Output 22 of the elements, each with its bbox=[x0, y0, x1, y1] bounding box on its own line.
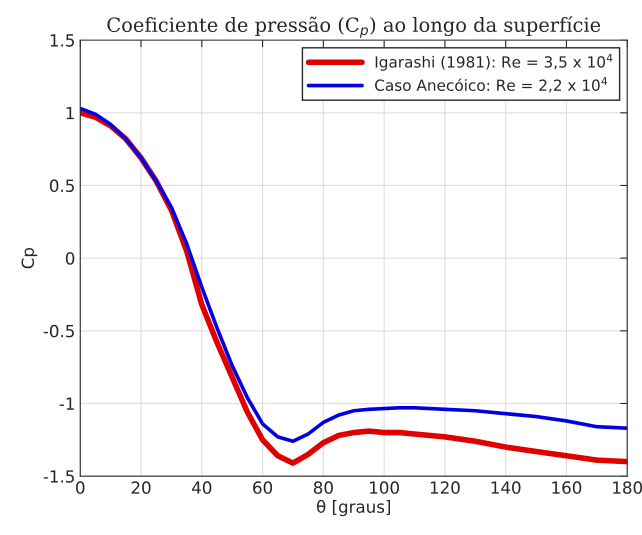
x-tick-label: 0 bbox=[76, 481, 84, 494]
y-axis-title: Cp bbox=[21, 248, 38, 268]
x-tick-label: 120 bbox=[430, 481, 460, 494]
legend-label: Igarashi (1981): Re = 3,5 x 10$^{4}$ bbox=[376, 54, 612, 71]
y-tick-label: 0 bbox=[66, 252, 74, 265]
x-tick-label: 80 bbox=[314, 481, 333, 494]
y-tick-label: 1.5 bbox=[50, 34, 74, 47]
chart-title: Coeficiente de pressão (C$_{p}$) ao longo da superfície bbox=[107, 16, 600, 38]
x-tick-label: 140 bbox=[492, 481, 520, 494]
legend-label: Caso Anecóico: Re = 2,2 x 10$^{4}$ bbox=[375, 77, 608, 93]
x-tick-label: 180 bbox=[613, 481, 642, 494]
y-tick-label: -1 bbox=[60, 398, 74, 410]
x-tick-label: 60 bbox=[253, 481, 272, 494]
y-tick-label: 1 bbox=[66, 106, 74, 120]
y-tick-label: -1.5 bbox=[44, 470, 74, 483]
x-tick-label: 20 bbox=[132, 481, 151, 494]
x-tick-label: 100 bbox=[370, 481, 399, 494]
x-tick-label: 160 bbox=[552, 481, 582, 494]
y-tick-label: 0.5 bbox=[50, 179, 74, 192]
y-tick-label: -0.5 bbox=[44, 324, 74, 338]
x-tick-label: 40 bbox=[192, 481, 212, 494]
x-axis-title: θ [graus] bbox=[316, 500, 390, 516]
